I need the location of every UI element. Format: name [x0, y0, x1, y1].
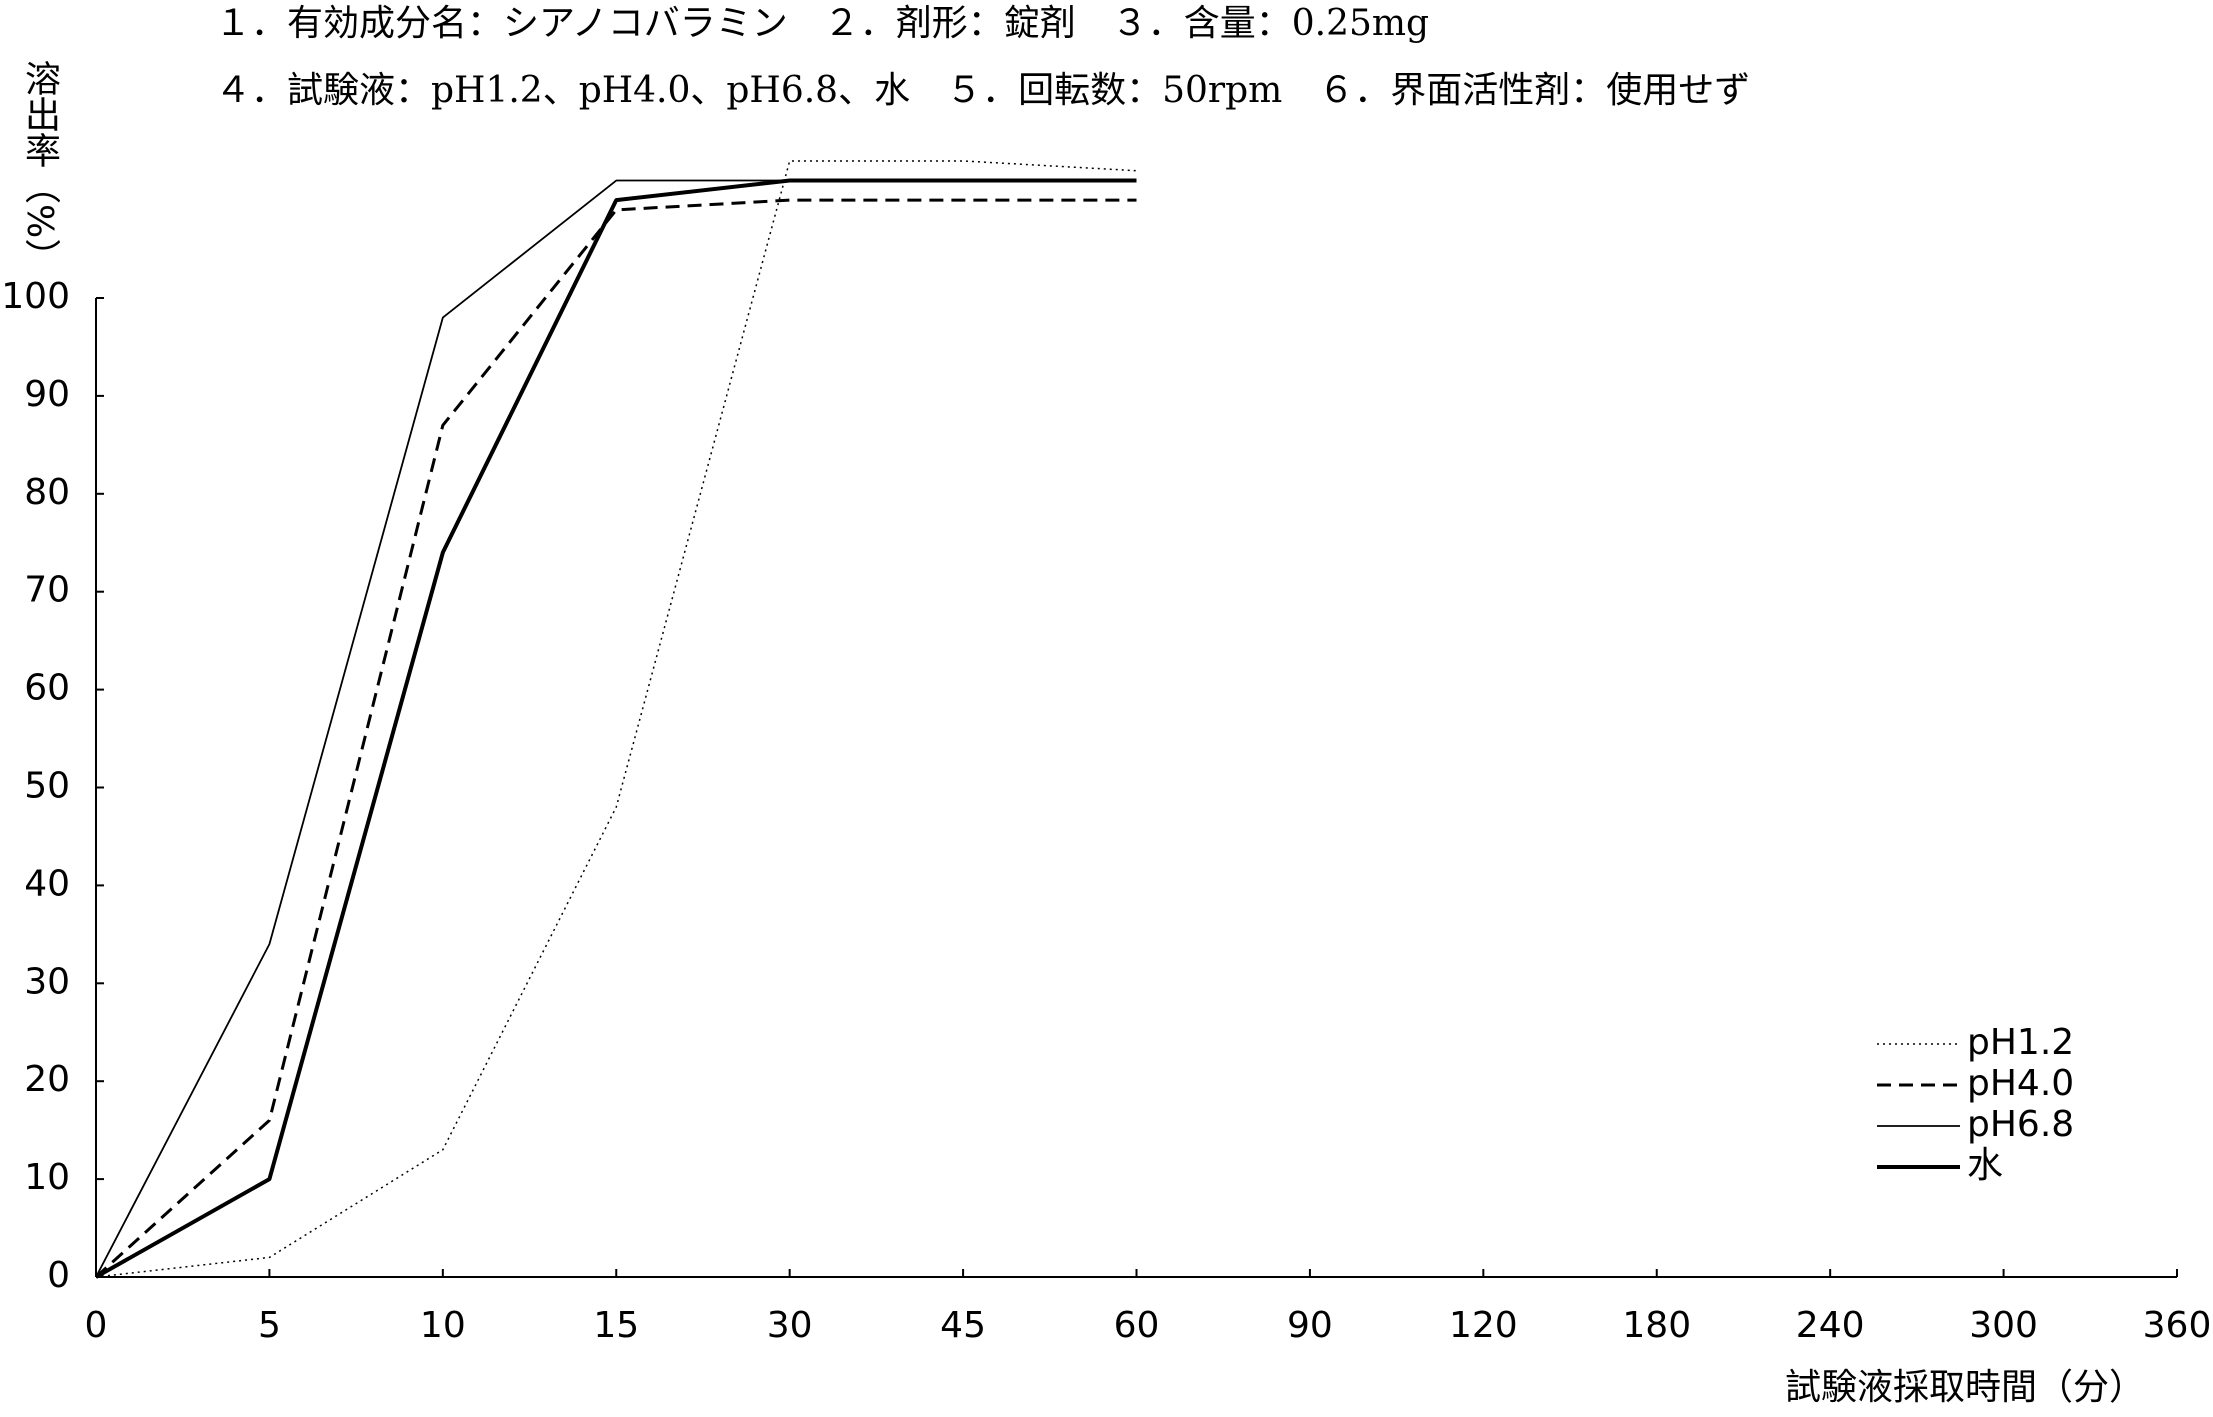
y-tick-label: 80 — [24, 472, 70, 513]
y-tick-label: 70 — [24, 570, 70, 611]
y-tick-label: 100 — [1, 276, 70, 317]
series-line — [94, 198, 1137, 1279]
chart-title: １．有効成分名：シアノコバラミン ２．剤形：錠剤 ３．含量：0.25mg — [215, 3, 1429, 44]
x-tick-label: 5 — [258, 1305, 281, 1346]
x-tick-label: 30 — [767, 1305, 813, 1346]
x-tick-label: 60 — [1114, 1305, 1160, 1346]
x-tick-label: 45 — [940, 1305, 986, 1346]
y-tick-label: 10 — [24, 1157, 70, 1198]
x-tick-label: 120 — [1449, 1305, 1518, 1346]
legend-label: pH1.2 — [1967, 1022, 2074, 1063]
x-tick-label: 360 — [2143, 1305, 2212, 1346]
y-tick-label: 40 — [24, 863, 70, 904]
x-tick-label: 90 — [1287, 1305, 1333, 1346]
x-tick-label: 0 — [85, 1305, 108, 1346]
y-tick-label: 60 — [24, 668, 70, 709]
y-tick-label: 50 — [24, 766, 70, 807]
y-tick-label: 90 — [24, 374, 70, 415]
x-tick-label: 15 — [593, 1305, 639, 1346]
y-tick-label: 30 — [24, 961, 70, 1002]
legend-label: 水 — [1967, 1145, 2003, 1186]
y-tick-label: 0 — [47, 1255, 70, 1296]
y-axis-label: 溶出率（%） — [19, 60, 61, 275]
y-tick-label: 20 — [24, 1059, 70, 1100]
chart-title: ４．試験液：pH1.2、pH4.0、pH6.8、水 ５．回転数：50rpm ６．… — [215, 70, 1750, 111]
x-tick-label: 300 — [1969, 1305, 2038, 1346]
series-line — [95, 160, 1137, 1278]
legend-label: pH4.0 — [1967, 1063, 2074, 1104]
x-axis-label: 試験液採取時間（分） — [1785, 1367, 2145, 1408]
x-tick-label: 180 — [1622, 1305, 1691, 1346]
legend-label: pH6.8 — [1967, 1104, 2074, 1145]
x-tick-label: 10 — [420, 1305, 466, 1346]
x-tick-label: 240 — [1796, 1305, 1865, 1346]
series-line — [95, 178, 1137, 1279]
series-line — [95, 179, 1137, 1278]
